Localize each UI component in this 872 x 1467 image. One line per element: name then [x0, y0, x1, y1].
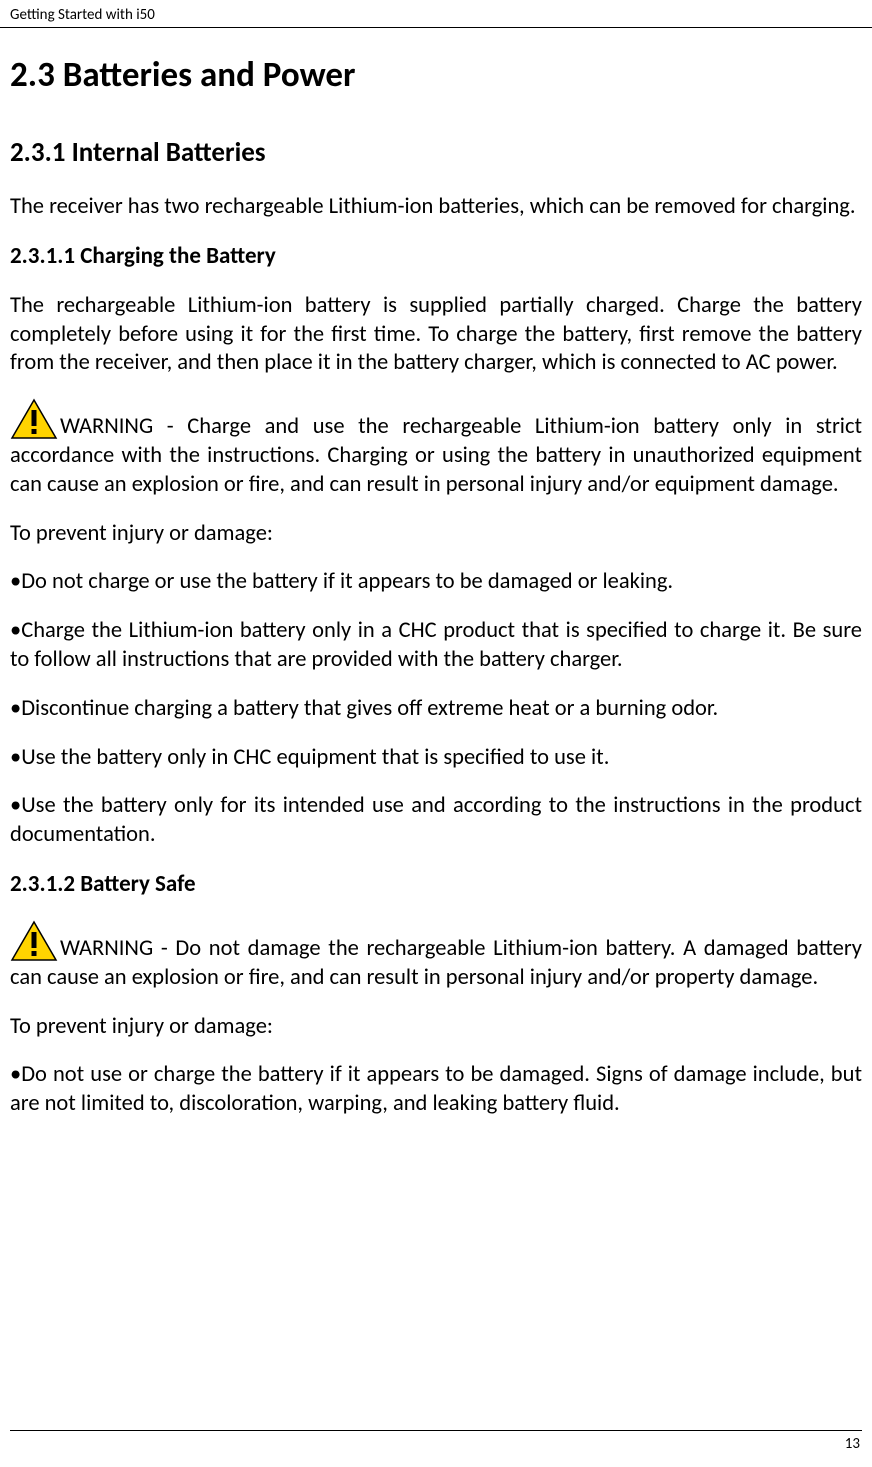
footer-rule	[10, 1430, 862, 1431]
battery-safe-heading: 2.3.1.2 Battery Safe	[10, 870, 862, 898]
warning-text-2: WARNING - Do not damage the rechargeable…	[10, 920, 862, 993]
prevent-heading-2: To prevent injury or damage:	[10, 1013, 862, 1042]
bullet-1-5: •Use the battery only for its intended u…	[10, 792, 862, 850]
subsection-title: 2.3.1 Internal Batteries	[10, 136, 862, 169]
warning-body-2: WARNING - Do not damage the rechargeable…	[10, 935, 862, 991]
page-content: 2.3 Batteries and Power 2.3.1 Internal B…	[0, 28, 872, 1119]
page-footer: 13	[845, 1435, 860, 1453]
page-header: Getting Started with i50	[0, 0, 872, 28]
warning-block-2: WARNING - Do not damage the rechargeable…	[10, 920, 862, 993]
section-title: 2.3 Batteries and Power	[10, 54, 862, 96]
bullet-1-3: •Discontinue charging a battery that giv…	[10, 695, 862, 724]
bullet-1-4: •Use the battery only in CHC equipment t…	[10, 744, 862, 773]
bullet-1-1: •Do not charge or use the battery if it …	[10, 568, 862, 597]
charging-paragraph: The rechargeable Lithium-ion battery is …	[10, 292, 862, 378]
warning-text-1: WARNING - Charge and use the rechargeabl…	[10, 398, 862, 499]
intro-paragraph: The receiver has two rechargeable Lithiu…	[10, 193, 862, 222]
warning-block-1: WARNING - Charge and use the rechargeabl…	[10, 398, 862, 499]
page-number: 13	[845, 1435, 860, 1453]
bullet-1-2: •Charge the Lithium-ion battery only in …	[10, 617, 862, 675]
warning-body-1: WARNING - Charge and use the rechargeabl…	[10, 413, 862, 498]
charging-heading: 2.3.1.1 Charging the Battery	[10, 242, 862, 270]
warning-icon	[10, 920, 58, 962]
header-text: Getting Started with i50	[10, 6, 155, 24]
bullet-2-1: •Do not use or charge the battery if it …	[10, 1061, 862, 1119]
warning-icon	[10, 398, 58, 440]
prevent-heading-1: To prevent injury or damage:	[10, 520, 862, 549]
